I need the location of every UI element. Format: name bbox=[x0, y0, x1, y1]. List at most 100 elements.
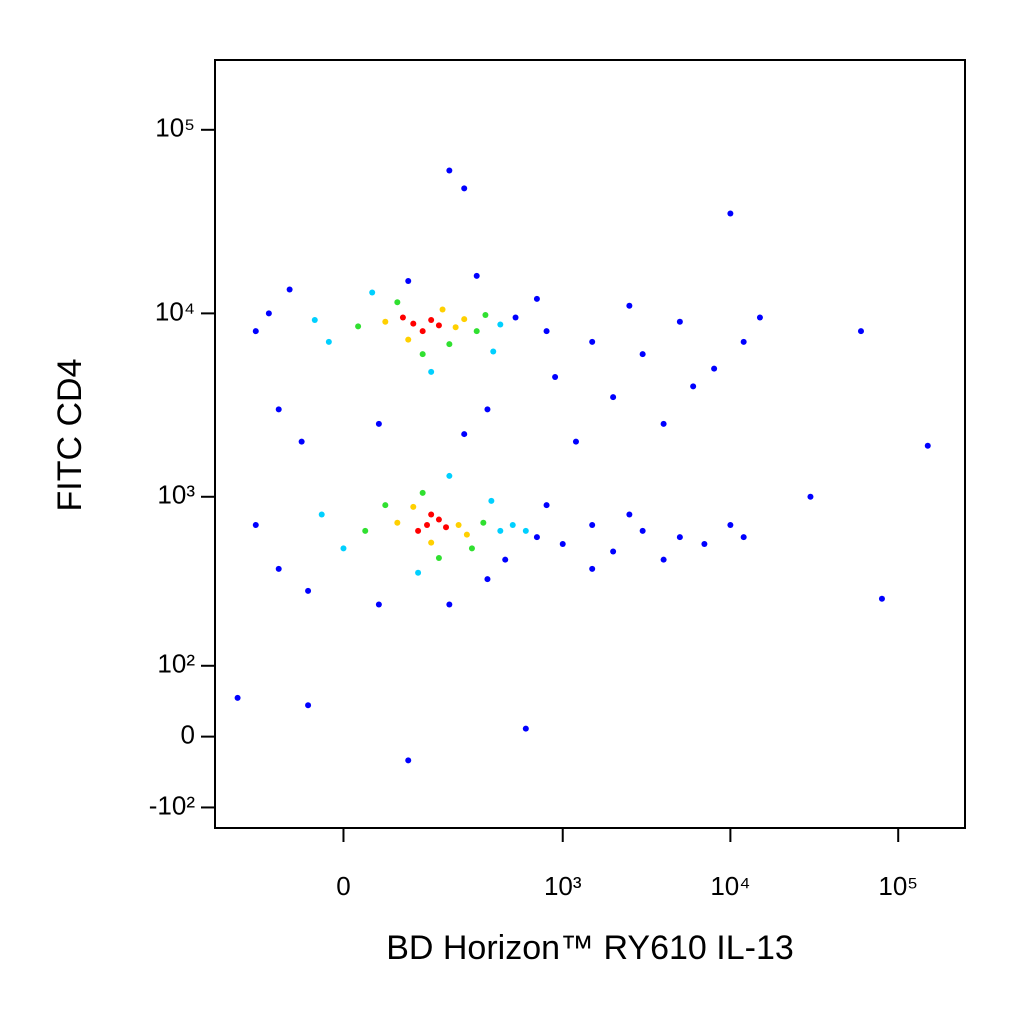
point bbox=[394, 519, 401, 526]
point bbox=[275, 565, 282, 572]
point bbox=[340, 545, 347, 552]
point bbox=[305, 587, 312, 594]
y-tick-label: 10⁴ bbox=[155, 296, 195, 326]
point bbox=[740, 338, 747, 345]
point bbox=[572, 438, 579, 445]
x-tick-label: 0 bbox=[336, 871, 350, 901]
point bbox=[502, 556, 509, 563]
point bbox=[626, 511, 633, 518]
point bbox=[428, 317, 435, 324]
point bbox=[690, 383, 697, 390]
point bbox=[305, 702, 312, 709]
point bbox=[543, 328, 550, 335]
point bbox=[610, 548, 617, 555]
point bbox=[626, 302, 633, 309]
point bbox=[497, 321, 504, 328]
point bbox=[461, 316, 468, 323]
point bbox=[484, 406, 491, 413]
point bbox=[428, 539, 435, 546]
point bbox=[589, 338, 596, 345]
point bbox=[497, 527, 504, 534]
point bbox=[382, 318, 389, 325]
point bbox=[660, 420, 667, 427]
point bbox=[455, 522, 462, 529]
point bbox=[857, 328, 864, 335]
point bbox=[727, 210, 734, 217]
point bbox=[589, 522, 596, 529]
point bbox=[439, 306, 446, 313]
point bbox=[522, 725, 529, 732]
y-tick-label: 10² bbox=[157, 649, 195, 679]
point bbox=[676, 318, 683, 325]
point bbox=[480, 519, 487, 526]
point bbox=[473, 272, 480, 279]
y-tick-label: 10³ bbox=[157, 480, 195, 510]
y-axis-title: FITC CD4 bbox=[51, 359, 89, 512]
point bbox=[473, 328, 480, 335]
point bbox=[234, 694, 241, 701]
point bbox=[424, 522, 431, 529]
x-tick-label: 10³ bbox=[544, 871, 582, 901]
point bbox=[533, 295, 540, 302]
point bbox=[415, 569, 422, 576]
point bbox=[446, 472, 453, 479]
point bbox=[415, 527, 422, 534]
point bbox=[446, 341, 453, 348]
plot-frame bbox=[214, 59, 966, 829]
point bbox=[419, 489, 426, 496]
point bbox=[660, 556, 667, 563]
x-tick-label: 10⁴ bbox=[710, 871, 750, 901]
point bbox=[676, 534, 683, 541]
point bbox=[394, 299, 401, 306]
point bbox=[405, 336, 412, 343]
point bbox=[533, 534, 540, 541]
point bbox=[552, 374, 559, 381]
point bbox=[488, 497, 495, 504]
point bbox=[265, 310, 272, 317]
x-axis-title: BD Horizon™ RY610 IL-13 bbox=[386, 929, 794, 967]
point bbox=[428, 368, 435, 375]
point bbox=[410, 320, 417, 327]
point bbox=[740, 534, 747, 541]
point bbox=[807, 493, 814, 500]
point bbox=[711, 365, 718, 372]
point bbox=[298, 438, 305, 445]
point bbox=[490, 348, 497, 355]
point bbox=[375, 601, 382, 608]
point bbox=[543, 502, 550, 509]
point bbox=[482, 311, 489, 318]
point bbox=[405, 757, 412, 764]
point bbox=[452, 324, 459, 331]
point bbox=[463, 531, 470, 538]
point bbox=[405, 278, 412, 285]
point bbox=[484, 576, 491, 583]
point bbox=[435, 554, 442, 561]
point bbox=[355, 323, 362, 330]
point bbox=[311, 317, 318, 324]
point bbox=[443, 524, 450, 531]
point bbox=[428, 511, 435, 518]
point bbox=[435, 322, 442, 329]
point bbox=[461, 185, 468, 192]
point bbox=[318, 511, 325, 518]
point bbox=[522, 527, 529, 534]
point bbox=[701, 540, 708, 547]
point bbox=[589, 565, 596, 572]
point bbox=[410, 503, 417, 510]
point bbox=[419, 328, 426, 335]
point bbox=[509, 522, 516, 529]
point bbox=[399, 314, 406, 321]
point bbox=[639, 351, 646, 358]
point bbox=[461, 431, 468, 438]
point bbox=[756, 314, 763, 321]
point bbox=[610, 394, 617, 401]
y-tick-label: -10² bbox=[149, 790, 196, 820]
point bbox=[639, 527, 646, 534]
y-tick-label: 0 bbox=[181, 719, 195, 749]
point bbox=[559, 540, 566, 547]
point bbox=[468, 545, 475, 552]
point bbox=[878, 595, 885, 602]
point bbox=[286, 286, 293, 293]
point bbox=[435, 516, 442, 523]
